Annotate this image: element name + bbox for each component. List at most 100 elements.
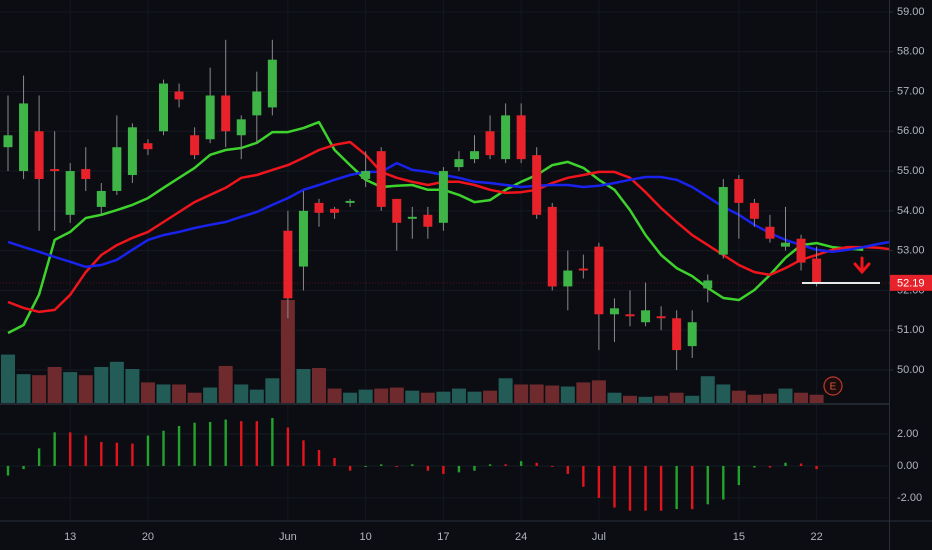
candle-body xyxy=(50,169,60,172)
volume-bar xyxy=(265,378,280,403)
volume-bar xyxy=(654,395,669,403)
osc-bar xyxy=(411,464,414,466)
osc-bar xyxy=(380,464,383,466)
osc-bar xyxy=(317,449,321,466)
earnings-marker[interactable] xyxy=(823,376,843,396)
volume-bar xyxy=(809,394,824,403)
candle-body xyxy=(470,151,479,160)
volume-bar xyxy=(1,354,15,403)
candle-body xyxy=(594,246,604,315)
y-tick-label: 51.00 xyxy=(897,324,925,336)
x-tick-label: 24 xyxy=(515,531,527,543)
candle-body xyxy=(501,115,511,160)
candle-body xyxy=(407,216,417,219)
osc-bar xyxy=(348,465,352,471)
y-tick-label: 53.00 xyxy=(897,245,925,257)
volume-bar xyxy=(451,388,466,403)
osc-bar xyxy=(504,464,507,466)
osc-bar xyxy=(597,465,601,498)
osc-bar xyxy=(488,464,492,466)
x-tick-label: Jul xyxy=(592,531,606,543)
osc-bar xyxy=(706,465,709,505)
candle-body xyxy=(672,318,682,351)
candle-body xyxy=(96,190,106,207)
candle-body xyxy=(174,91,184,100)
candle-body xyxy=(345,200,355,203)
volume-bar xyxy=(794,392,809,403)
candle-body xyxy=(547,206,557,287)
volume-bar xyxy=(778,388,793,403)
osc-bar xyxy=(333,457,336,466)
volume-bar xyxy=(747,394,762,403)
candle-body xyxy=(112,147,122,191)
osc-bar xyxy=(37,448,41,466)
volume-layer xyxy=(1,300,824,403)
volume-bar xyxy=(685,395,700,403)
x-tick-label: 17 xyxy=(437,531,449,543)
y-tick-label: 50.00 xyxy=(897,364,925,376)
osc-bar xyxy=(442,465,445,474)
volume-bar xyxy=(156,384,171,403)
candle-body xyxy=(205,95,215,140)
osc-bar xyxy=(177,425,181,466)
osc-bar xyxy=(6,465,10,476)
candle-body xyxy=(516,115,526,160)
candle-body xyxy=(314,202,324,213)
candle-body xyxy=(65,171,75,215)
candle-body xyxy=(703,280,713,289)
osc-bar xyxy=(395,465,398,467)
osc-bar xyxy=(271,417,274,466)
x-tick-label: 10 xyxy=(360,531,372,543)
osc-bar xyxy=(613,465,616,508)
volume-bar xyxy=(47,366,62,403)
volume-bar xyxy=(94,366,109,403)
volume-bar xyxy=(514,384,529,403)
y-tick-label: 58.00 xyxy=(897,46,925,58)
volume-bar xyxy=(78,375,93,403)
volume-bar xyxy=(280,300,295,403)
candle-body xyxy=(609,308,619,315)
candle-body xyxy=(361,171,371,180)
volume-bar xyxy=(529,384,544,403)
candle-body xyxy=(127,127,137,176)
osc-bar xyxy=(426,465,430,471)
candle-body xyxy=(687,322,697,347)
candle-body xyxy=(267,59,277,108)
volume-bar xyxy=(172,384,187,403)
candle-body xyxy=(283,230,293,299)
candle-body xyxy=(454,159,464,168)
volume-bar xyxy=(483,390,498,403)
volume-bar xyxy=(249,389,264,403)
volume-bar xyxy=(218,365,233,403)
osc-bar xyxy=(566,465,569,474)
candle-body xyxy=(81,169,91,180)
osc-bar xyxy=(22,465,25,470)
candle-body xyxy=(812,258,822,283)
y-tick-label: 54.00 xyxy=(897,205,925,217)
candle-body xyxy=(159,83,168,132)
osc-bar xyxy=(146,435,150,466)
axes: 50.0051.0052.0053.0054.0055.0056.0057.00… xyxy=(64,6,932,543)
x-tick-label: 13 xyxy=(64,531,76,543)
oscillator-layer xyxy=(6,417,818,511)
osc-bar xyxy=(193,422,196,466)
osc-bar xyxy=(473,465,476,471)
osc-bar xyxy=(255,421,258,466)
osc-bar xyxy=(659,465,663,511)
osc-bar xyxy=(53,432,56,466)
volume-bar xyxy=(467,391,482,403)
osc-bar xyxy=(84,435,87,466)
volume-bar xyxy=(731,390,746,403)
volume-bar xyxy=(63,372,78,403)
x-tick-label: 20 xyxy=(142,531,154,543)
osc-bar xyxy=(69,432,72,466)
volume-bar xyxy=(203,387,218,403)
osc-bar xyxy=(240,421,243,466)
volume-bar xyxy=(762,393,777,403)
volume-bar xyxy=(716,384,731,403)
osc-bar xyxy=(582,465,585,487)
candle-body xyxy=(376,151,386,207)
volume-bar xyxy=(16,374,31,403)
candle-body xyxy=(423,214,433,227)
